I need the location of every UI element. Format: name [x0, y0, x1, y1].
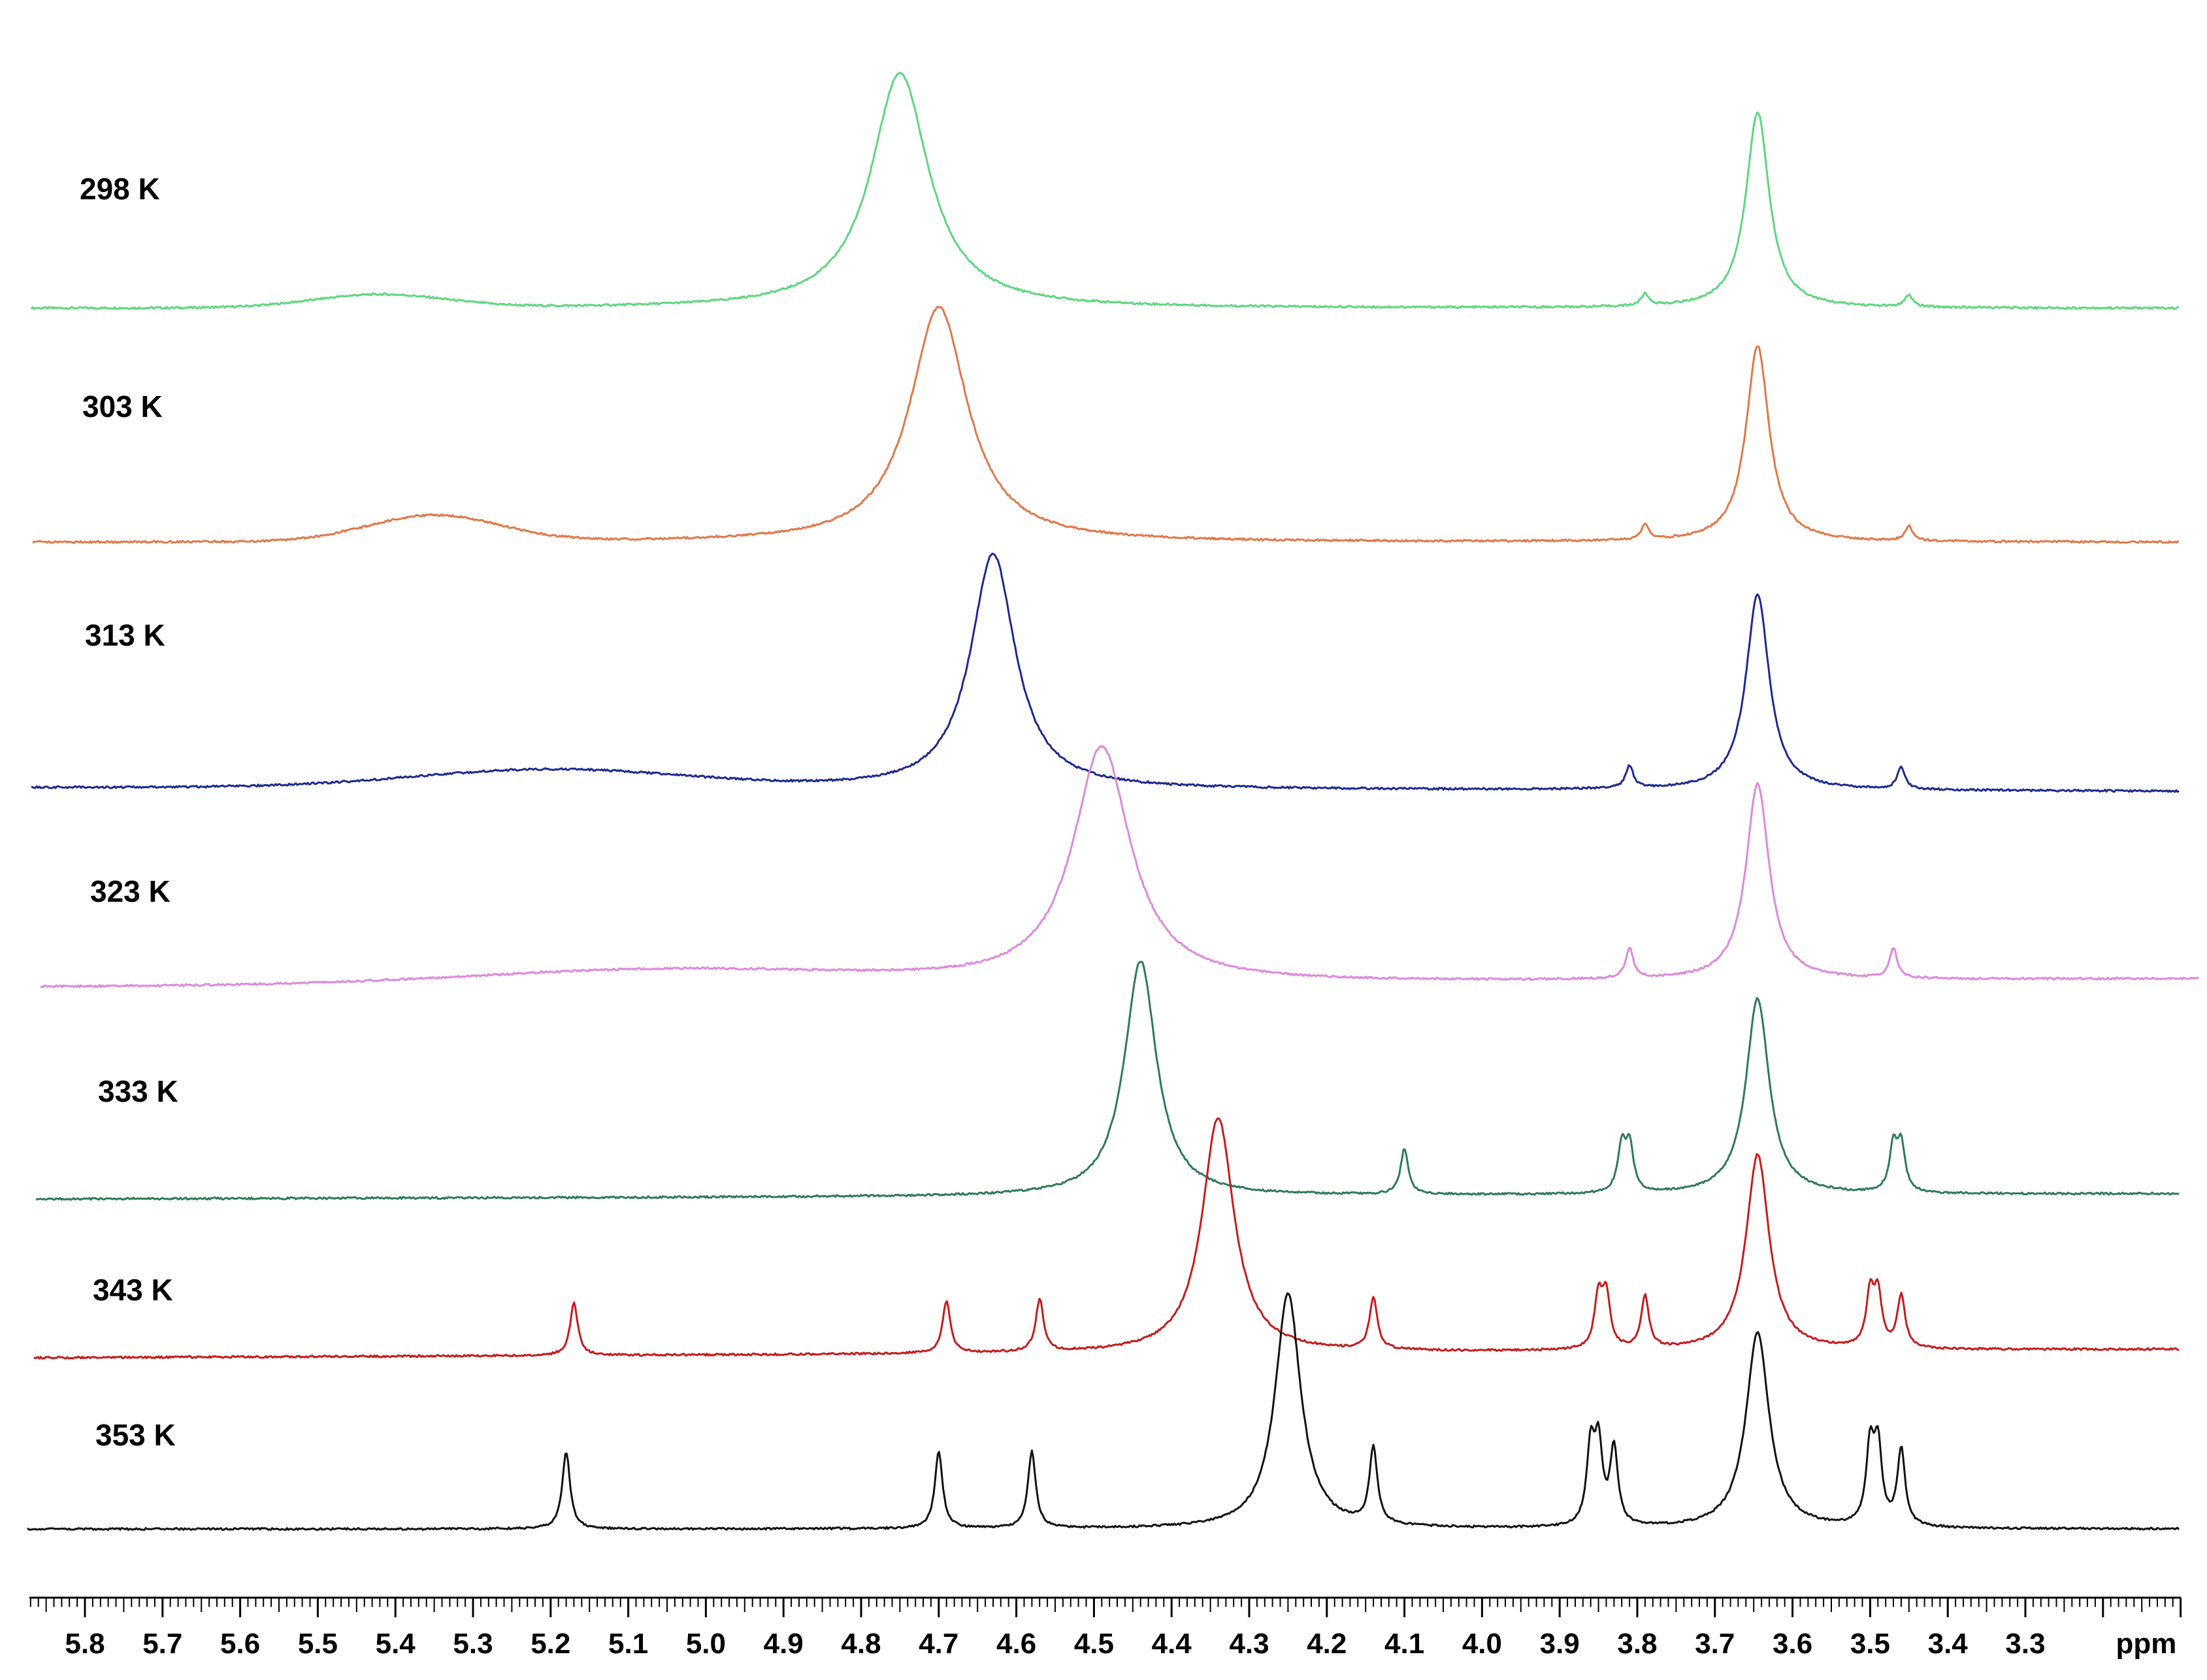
x-axis-tick-label: 5.0 — [686, 1628, 726, 1660]
x-axis-tick-label: 5.2 — [531, 1628, 570, 1660]
series-label-303k: 303 K — [82, 389, 163, 423]
x-axis-tick-label: 3.6 — [1773, 1628, 1812, 1660]
x-axis-tick-label: 3.9 — [1540, 1628, 1580, 1660]
spectrum-trace-298k — [30, 71, 2180, 310]
x-axis-ticks — [29, 1598, 2182, 1617]
x-axis-tick-label: 5.3 — [453, 1628, 493, 1660]
x-axis-tick-label: 4.3 — [1229, 1628, 1269, 1660]
series-label-333k: 333 K — [98, 1074, 178, 1108]
x-axis-tick-label: 5.8 — [65, 1628, 105, 1660]
x-axis-tick-label: 3.5 — [1850, 1628, 1890, 1660]
x-axis-tick-label: 4.5 — [1074, 1628, 1114, 1660]
series-label-313k: 313 K — [85, 618, 165, 652]
series-label-353k: 353 K — [95, 1418, 176, 1452]
series-label-298k: 298 K — [80, 172, 160, 206]
x-axis-tick-label: 4.0 — [1462, 1628, 1502, 1660]
x-axis-tick-label: 3.8 — [1617, 1628, 1657, 1660]
series-label-323k: 323 K — [90, 874, 171, 908]
x-axis-tick-label: 3.3 — [2005, 1628, 2045, 1660]
x-axis: 5.8 5.7 5.6 5.5 5.4 5.3 5.2 5.1 5.0 4.9 4.8 4.7 4.6 4… — [29, 1596, 2182, 1660]
spectrum-trace-343k — [33, 1117, 2180, 1360]
x-axis-tick-labels: 5.8 5.7 5.6 5.5 5.4 5.3 5.2 5.1 5.0 4.9 4.8 4.7 4.6 4… — [65, 1628, 2045, 1660]
temperature-labels: 298 K 303 K 313 K 323 K 333 K 343 K 353 … — [80, 172, 178, 1452]
spectrum-trace-353k — [26, 1292, 2180, 1531]
x-axis-tick-label: 5.7 — [142, 1628, 182, 1660]
spectrum-trace-303k — [32, 306, 2180, 544]
x-axis-tick-label: 3.7 — [1695, 1628, 1735, 1660]
x-axis-tick-label: 4.1 — [1384, 1628, 1424, 1660]
x-axis-tick-label: 4.2 — [1307, 1628, 1347, 1660]
series-label-343k: 343 K — [93, 1273, 173, 1307]
x-axis-tick-label: 5.5 — [298, 1628, 338, 1660]
x-axis-tick-label: 4.9 — [764, 1628, 804, 1660]
x-axis-tick-label: 4.8 — [841, 1628, 881, 1660]
x-axis-tick-label: 4.4 — [1152, 1628, 1192, 1660]
x-axis-tick-label: 4.6 — [996, 1628, 1036, 1660]
spectrum-trace-313k — [31, 552, 2180, 793]
spectrum-trace-323k — [40, 745, 2199, 989]
x-axis-tick-label: 5.4 — [376, 1628, 416, 1660]
x-axis-tick-label: 5.6 — [220, 1628, 260, 1660]
x-axis-tick-label: 4.7 — [919, 1628, 958, 1660]
spectra-layer — [26, 71, 2199, 1531]
x-axis-label: ppm — [2116, 1628, 2177, 1660]
x-axis-tick-label: 3.4 — [1928, 1628, 1969, 1660]
x-axis-tick-label: 5.1 — [608, 1628, 648, 1660]
spectrum-trace-333k — [35, 961, 2180, 1201]
